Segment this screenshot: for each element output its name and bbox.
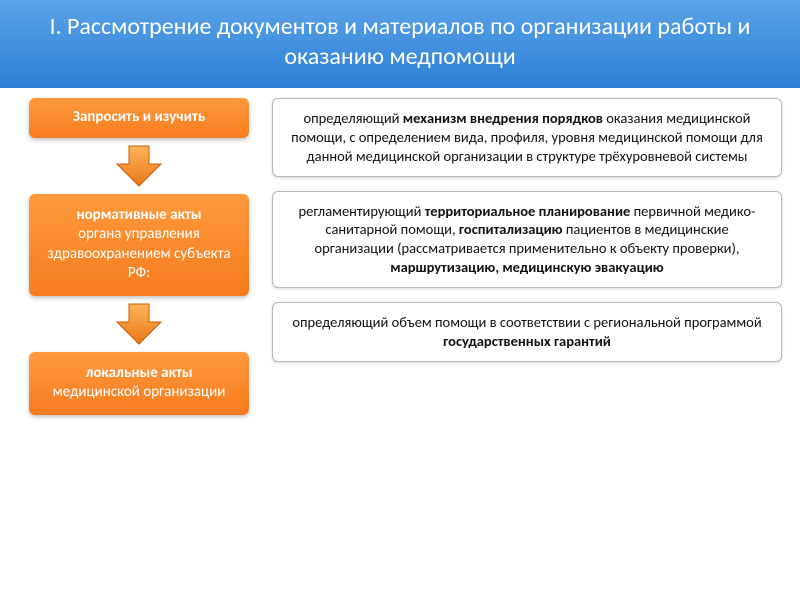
info2-bold2: госпитализацию	[459, 220, 563, 238]
left-column: Запросить и изучить нормативные акты орг…	[24, 98, 254, 415]
info2-pre: регламентирующий	[299, 202, 425, 220]
arrow-down-icon	[115, 302, 163, 346]
step-box-normative-bold: нормативные акты	[39, 206, 239, 226]
info1-pre: определяющий	[303, 109, 402, 127]
info3-bold: государственных гарантий	[443, 332, 611, 350]
step-box-local: локальные акты медицинской организации	[29, 352, 249, 415]
slide-title: I. Рассмотрение документов и материалов …	[0, 0, 800, 88]
info-box-mechanism: определяющий механизм внедрения порядков…	[272, 98, 782, 177]
info1-bold: механизм внедрения порядков	[403, 109, 603, 127]
right-column: определяющий механизм внедрения порядков…	[272, 98, 782, 415]
arrow-down-icon	[115, 144, 163, 188]
info-box-volume: определяющий объем помощи в соответствии…	[272, 302, 782, 362]
info2-bold3: маршрутизацию, медицинскую эвакуацию	[390, 258, 663, 276]
step-box-request: Запросить и изучить	[29, 98, 249, 138]
info3-pre: определяющий объем помощи в соответствии…	[292, 313, 761, 331]
step-box-local-bold: локальные акты	[39, 364, 239, 384]
info2-bold1: территориальное планирование	[425, 202, 631, 220]
step-box-normative-text: органа управления здравоохранением субъе…	[47, 225, 230, 282]
step-box-local-text: медицинской организации	[53, 383, 226, 401]
title-text: I. Рассмотрение документов и материалов …	[50, 12, 751, 71]
step-box-request-bold: Запросить и изучить	[37, 108, 241, 128]
info-box-territorial: регламентирующий территориальное планиро…	[272, 191, 782, 288]
step-box-normative: нормативные акты органа управления здрав…	[29, 194, 249, 296]
content-area: Запросить и изучить нормативные акты орг…	[0, 88, 800, 415]
